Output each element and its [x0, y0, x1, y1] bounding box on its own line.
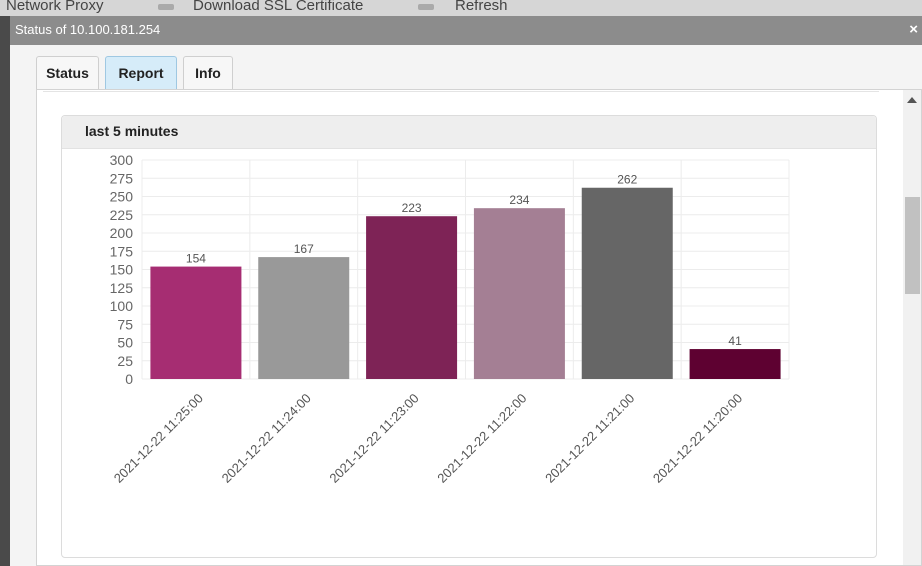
- scroll-thumb[interactable]: [905, 197, 920, 294]
- bar: [689, 349, 781, 379]
- bar: [366, 216, 458, 379]
- bg-download-ssl: Download SSL Certificate: [193, 0, 364, 14]
- y-tick-label: 50: [117, 335, 133, 351]
- card-title: last 5 minutes: [85, 123, 179, 139]
- bar-chart: 0 25 50 75 100 125 150 175 200 225 250 275 300 154 202…: [110, 152, 790, 486]
- data-label: 41: [728, 334, 742, 348]
- y-tick-label: 200: [110, 225, 134, 241]
- card-header: last 5 minutes: [62, 116, 876, 149]
- y-tick-label: 100: [110, 298, 134, 314]
- x-tick-label: 2021-12-22 11:24:00: [219, 391, 314, 486]
- vertical-scrollbar[interactable]: [903, 90, 921, 565]
- x-tick-label: 2021-12-22 11:22:00: [434, 391, 529, 486]
- y-tick-label: 175: [110, 243, 134, 259]
- y-tick-label: 250: [110, 189, 134, 205]
- x-tick-label: 2021-12-22 11:21:00: [542, 391, 637, 486]
- data-label: 167: [294, 242, 314, 256]
- report-panel: last 5 minutes 0 25 50 75 100 125 150 175 200 225…: [36, 89, 922, 566]
- status-dialog: Status of 10.100.181.254 × Status Report…: [10, 16, 922, 566]
- tab-status[interactable]: Status: [36, 56, 99, 89]
- report-card: last 5 minutes 0 25 50 75 100 125 150 175 200 225…: [61, 115, 877, 558]
- y-tick-label: 225: [110, 207, 134, 223]
- divider: [43, 91, 879, 92]
- data-label: 223: [402, 201, 422, 215]
- bar: [258, 257, 350, 379]
- data-label: 262: [617, 173, 637, 187]
- y-tick-label: 75: [117, 316, 133, 332]
- bar: [581, 187, 673, 379]
- data-label: 154: [186, 252, 206, 266]
- dialog-titlebar: Status of 10.100.181.254 ×: [10, 16, 922, 45]
- y-tick-label: 275: [110, 170, 134, 186]
- dialog-title: Status of 10.100.181.254: [15, 22, 161, 37]
- tab-report[interactable]: Report: [105, 56, 177, 89]
- scroll-up-arrow-icon[interactable]: [907, 97, 917, 103]
- bar: [150, 266, 242, 379]
- tab-info[interactable]: Info: [183, 56, 233, 89]
- bg-refresh: Refresh: [455, 0, 508, 14]
- y-tick-label: 0: [125, 371, 133, 387]
- dialog-body: Status Report Info last 5 minutes 0 25 50 7…: [10, 45, 922, 566]
- bg-icon: [158, 4, 174, 10]
- bg-network-proxy: Network Proxy: [6, 0, 104, 14]
- y-tick-label: 300: [110, 152, 134, 168]
- close-icon[interactable]: ×: [909, 21, 918, 38]
- background-sidebar: [0, 16, 10, 566]
- x-tick-label: 2021-12-22 11:20:00: [650, 391, 745, 486]
- x-tick-label: 2021-12-22 11:25:00: [111, 391, 206, 486]
- x-tick-label: 2021-12-22 11:23:00: [326, 391, 421, 486]
- y-tick-label: 150: [110, 262, 134, 278]
- bg-icon: [418, 4, 434, 10]
- y-tick-label: 125: [110, 280, 134, 296]
- y-tick-label: 25: [117, 353, 133, 369]
- background-toolbar: Network Proxy Download SSL Certificate R…: [0, 0, 922, 16]
- bar: [473, 208, 565, 379]
- data-label: 234: [509, 193, 529, 207]
